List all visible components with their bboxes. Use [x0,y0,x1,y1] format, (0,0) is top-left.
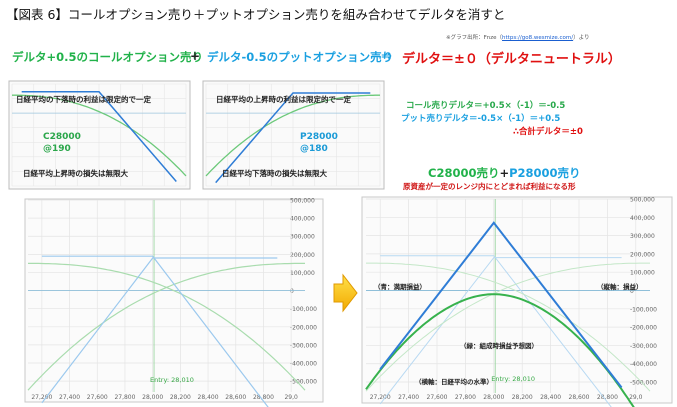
call-strike: C28000 [43,132,81,142]
label-horizontal-axis: （横軸：日経平均の水準） [415,377,493,386]
combo-subtitle: 原資産が一定のレンジ内にとどまれば利益になる形 [403,182,576,191]
y-tick-label: 100,000 [290,270,315,277]
x-tick-label: 27,800 [455,394,476,401]
y-tick-label: -300,000 [630,343,657,350]
headline-plus: + [190,49,201,63]
y-tick-label: -500,000 [630,380,657,387]
call-note-top: 日経平均の下落時の利益は限定的で一定 [16,94,151,104]
put-expiry-line [41,257,278,404]
x-tick-label: 29,0 [284,394,298,401]
call-expiry-line [41,255,269,407]
y-tick-label: 300,000 [290,234,315,241]
x-tick-label: 28,600 [225,394,246,401]
y-tick-label: 500,000 [630,197,655,204]
put-strike: P28000 [300,132,338,142]
y-tick-label: 0 [630,288,634,295]
put-delta-equation: プット売りデルタ＝-0.5×（-1）＝+0.5 [401,114,561,124]
call-note-bottom: 日経平均上昇時の損失は無限大 [23,168,128,178]
x-tick-label: 28,000 [483,394,504,401]
left-chart-plot: 500,000 400,000 300,000 200,000 100,000 0 -100… [27,198,317,407]
x-tick-label: 28,400 [540,394,561,401]
y-tick-label: 300,000 [630,233,655,240]
combo-title: C28000売り+P28000売り [428,165,581,181]
combo-plus: + [499,166,510,180]
put-expiry-pale [379,257,622,405]
source-note: ※グラフ出所：Fnze（https://go8.wesmize.com/）より [446,33,590,41]
x-tick-label: 27,400 [59,394,80,401]
call-expiry-line-small [21,91,177,182]
y-tick-label: -500,000 [290,379,317,386]
left-chart-frame [24,198,324,403]
call-premium: @190 [43,144,71,154]
source-link[interactable]: https://go8.wesmize.com/ [502,35,574,41]
put-note-bottom: 日経平均下落時の損失は無限大 [222,168,327,178]
x-tick-label: 28,400 [198,394,219,401]
put-panel-plot [205,92,380,184]
x-tick-label: 28,800 [597,394,618,401]
source-prefix: ※グラフ出所：Fnze（ [446,35,503,41]
x-tick-label: 27,200 [31,394,52,401]
label-green-line: （緑：組成時損益予想図） [460,341,538,350]
put-note-top: 日経平均の上昇時の利益は限定的で一定 [216,94,351,104]
entry-label: Entry: 28,010 [491,375,535,383]
y-tick-label: -100,000 [630,306,657,313]
y-tick-label: 0 [290,288,294,295]
y-tick-label: -200,000 [290,324,317,331]
combined-expiry-line [379,221,623,389]
label-vertical-axis: （縦軸：損益） [597,282,643,291]
source-suffix: ）より [573,35,590,41]
y-tick-label: 200,000 [290,252,315,259]
call-delta-equation: コール売りデルタ＝+0.5×（-1）＝-0.5 [406,101,566,111]
put-theoretical-pale [365,262,650,392]
call-expiry-pale [380,255,612,407]
call-panel-plot [12,91,187,182]
y-tick-label: -400,000 [290,361,317,368]
x-tick-label: 27,800 [114,394,135,401]
x-tick-label: 28,000 [142,394,163,401]
figure-title: 【図表 6】コールオプション売り＋プットオプション売りを組み合わせてデルタを消す… [6,7,506,22]
y-tick-label: -200,000 [630,325,657,332]
y-tick-label: -300,000 [290,342,317,349]
x-tick-label: 27,200 [370,394,391,401]
y-tick-label: 100,000 [630,270,655,277]
entry-label: Entry: 28,010 [150,376,194,384]
combined-theoretical-curve [365,293,635,407]
headline-put: デルタ-0.5のプットオプション売り [207,50,394,64]
combo-call: C28000売り [428,166,500,180]
total-delta-equation: ∴合計デルタ＝±0 [513,127,583,137]
y-tick-label: 400,000 [290,216,315,223]
x-tick-label: 27,600 [87,394,108,401]
call-theoretical-curve-small [12,94,187,177]
y-tick-label: -100,000 [290,306,317,313]
put-theoretical-curve-small [205,94,380,177]
combo-put: P28000売り [509,166,581,180]
call-panel-frame [8,80,191,190]
y-tick-label: 400,000 [630,215,655,222]
put-theoretical-curve [27,262,305,391]
x-tick-label: 28,200 [170,394,191,401]
x-tick-label: 29,0 [629,394,643,401]
x-tick-label: 27,400 [398,394,419,401]
headline-arrow: ⇒ [381,49,392,64]
x-tick-label: 28,800 [253,394,274,401]
y-tick-label: 200,000 [630,251,655,258]
y-tick-label: 500,000 [290,198,315,205]
right-chart-frame [361,196,673,404]
x-tick-label: 28,200 [512,394,533,401]
y-tick-label: -400,000 [630,361,657,368]
x-tick-label: 28,600 [569,394,590,401]
right-arrow-icon [333,273,358,313]
put-premium: @180 [300,144,328,154]
label-blue-line: （青：満期損益） [374,282,426,291]
right-chart-plot: 500,000 400,000 300,000 200,000 100,000 0 -100… [365,197,657,407]
headline-result: デルタ＝±０（デルタニュートラル） [402,52,621,67]
put-expiry-line-small [215,92,371,184]
x-tick-label: 27,600 [427,394,448,401]
headline-call: デルタ+0.5のコールオプション売り [12,50,204,64]
put-panel-frame [202,80,385,190]
